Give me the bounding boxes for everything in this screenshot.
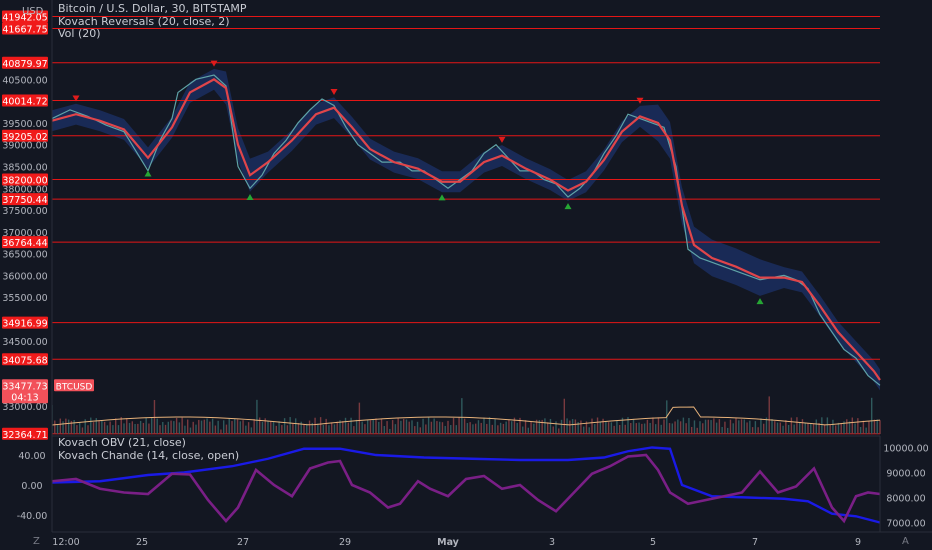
- price-tick-label: 37500.00: [2, 206, 47, 217]
- legend-kovach-chande[interactable]: Kovach Chande (14, close, open): [58, 448, 240, 462]
- down-reversal-marker: [636, 97, 644, 104]
- series-layer: [51, 74, 881, 386]
- volume-ma-line: [51, 406, 881, 426]
- last-price-countdown: 04:13: [11, 392, 38, 403]
- level-label-bg: [2, 22, 48, 35]
- reversal-markers: [72, 60, 764, 305]
- time-tick-label: 25: [136, 537, 148, 548]
- level-label: 40879.97: [2, 59, 47, 70]
- level-label-bg: [2, 193, 48, 206]
- price-line: [51, 74, 881, 386]
- level-lines: [52, 16, 880, 435]
- legend-kovach-obv[interactable]: Kovach OBV (21, close): [58, 436, 186, 449]
- level-label-bg: [2, 56, 48, 69]
- level-label-bg: [2, 94, 48, 107]
- level-label-bg: [2, 236, 48, 249]
- up-reversal-marker: [564, 203, 572, 210]
- price-tick-label: 39000.00: [2, 141, 47, 152]
- time-tick-label: 7: [752, 537, 758, 548]
- price-axis-bg: [0, 0, 52, 550]
- last-price-label-bg: [2, 379, 48, 404]
- osc-right-tick: 8000.00: [886, 494, 925, 505]
- level-label: 40014.72: [2, 96, 47, 107]
- osc-left-tick: 0.00: [21, 481, 42, 492]
- chart-title[interactable]: Bitcoin / U.S. Dollar, 30, BITSTAMP: [58, 2, 247, 15]
- time-tick-label: 12:00: [52, 537, 79, 548]
- level-label-bg: [2, 427, 48, 440]
- level-label: 38200.00: [2, 176, 47, 187]
- time-tick-label: May: [437, 537, 460, 548]
- price-tick-label: 36000.00: [2, 271, 47, 282]
- main-legend: Bitcoin / U.S. Dollar, 30, BITSTAMP Kova…: [58, 2, 247, 41]
- down-reversal-marker: [498, 136, 506, 143]
- lower-legend: Kovach OBV (21, close) Kovach Chande (14…: [58, 436, 240, 462]
- osc-right-tick: 7000.00: [886, 519, 925, 530]
- oscillator-pane: [51, 446, 881, 524]
- symbol-tag-bg: [54, 379, 94, 392]
- price-tick-label: 34500.00: [2, 337, 47, 348]
- osc-left-tick: 40.00: [18, 451, 45, 462]
- price-tick-label: 38000.00: [2, 184, 47, 195]
- band-layer: [52, 68, 880, 391]
- time-tick-label: 3: [549, 537, 555, 548]
- up-reversal-marker: [144, 170, 152, 177]
- obv-line: [51, 446, 881, 524]
- currency-label: USD: [22, 6, 44, 17]
- down-reversal-marker: [210, 60, 218, 67]
- level-label: 36764.44: [2, 238, 47, 249]
- price-tick-label: 39500.00: [2, 119, 47, 130]
- legend-kovach-reversals[interactable]: Kovach Reversals (20, close, 2): [58, 14, 230, 28]
- level-label: 39205.02: [2, 132, 47, 143]
- level-label: 37750.44: [2, 195, 47, 206]
- right-axis-bg: [880, 436, 932, 536]
- volume-layer: [51, 396, 881, 434]
- level-label: 34916.99: [2, 319, 47, 330]
- symbol-tag: BTCUSD: [56, 382, 93, 392]
- up-reversal-marker: [246, 193, 254, 200]
- zoom-button[interactable]: Z: [33, 536, 40, 547]
- volatility-band: [52, 68, 880, 391]
- auto-scale-button[interactable]: A: [902, 536, 909, 547]
- level-label-bg: [2, 353, 48, 366]
- price-tick-label: 37000.00: [2, 228, 47, 239]
- price-tick-label: 36500.00: [2, 250, 47, 261]
- legend-volume[interactable]: Vol (20): [58, 27, 101, 40]
- price-tick-label: 40500.00: [2, 75, 47, 86]
- last-price-value: 33477.73: [2, 381, 47, 392]
- level-label-bg: [2, 129, 48, 142]
- price-tick-label: 33000.00: [2, 402, 47, 413]
- price-tick-label: 38500.00: [2, 162, 47, 173]
- chande-line: [51, 453, 881, 524]
- time-tick-label: 29: [339, 537, 351, 548]
- up-reversal-marker: [756, 298, 764, 305]
- price-tick-label: 35500.00: [2, 293, 47, 304]
- time-tick-label: 27: [237, 537, 249, 548]
- time-tick-label: 5: [650, 537, 656, 548]
- osc-right-tick: 10000.00: [883, 444, 928, 455]
- level-label: 41667.75: [2, 24, 47, 35]
- down-reversal-marker: [72, 95, 80, 102]
- level-label-bg: [2, 10, 48, 23]
- up-reversal-marker: [438, 194, 446, 201]
- time-tick-label: 9: [855, 537, 861, 548]
- down-reversal-marker: [330, 88, 338, 95]
- level-label: 41942.05: [2, 13, 47, 24]
- moving-average-line: [51, 78, 881, 381]
- level-label-bg: [2, 316, 48, 329]
- level-label-bg: [2, 173, 48, 186]
- level-label: 34075.68: [2, 355, 47, 366]
- level-label: 32364.71: [2, 430, 47, 441]
- osc-right-tick: 9000.00: [886, 469, 925, 480]
- osc-left-tick: -40.00: [17, 511, 48, 522]
